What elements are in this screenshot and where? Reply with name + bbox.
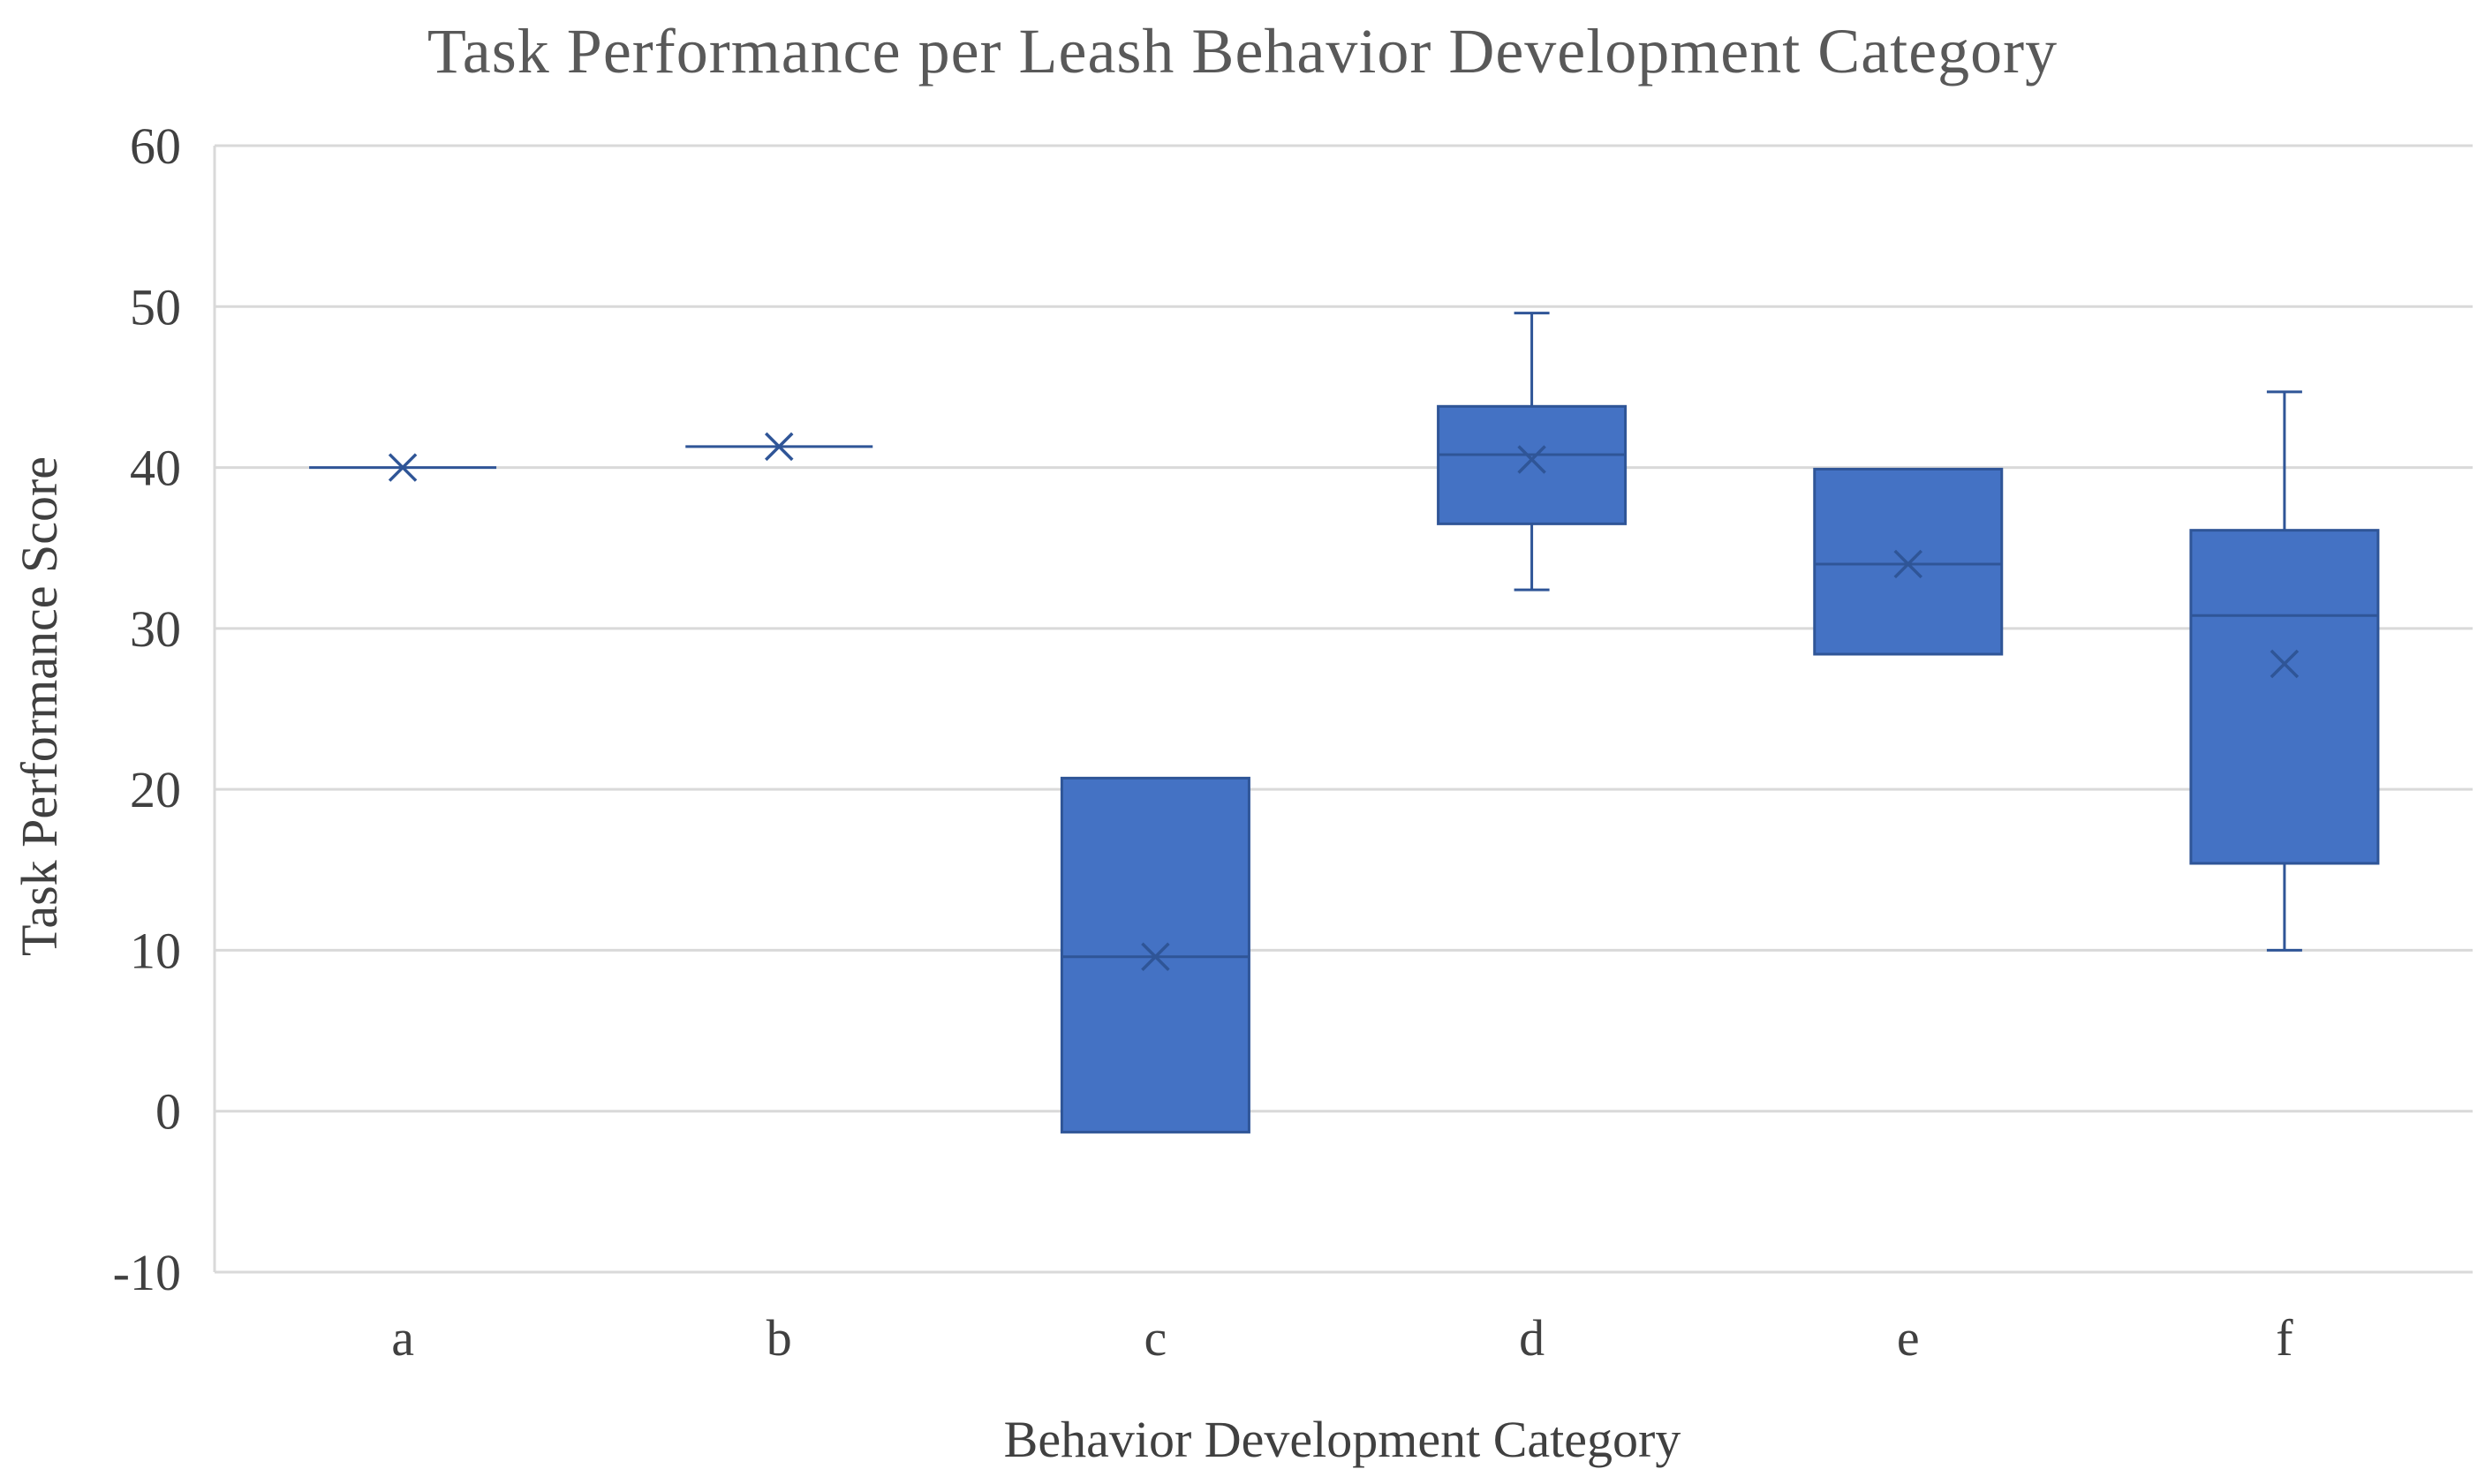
x-tick-label: f [2276, 1309, 2293, 1367]
y-tick-label: 0 [155, 1083, 181, 1141]
y-axis-ticks: -10 0 10 20 30 40 50 60 [113, 117, 181, 1301]
box-iqr [1813, 467, 2004, 656]
chart-title: Task Performance per Leash Behavior Deve… [427, 16, 2058, 87]
x-tick-label: a [391, 1309, 414, 1367]
y-axis-label: Task Performance Score [11, 456, 68, 956]
mean-marker [1141, 942, 1170, 971]
y-tick-label: 60 [130, 117, 181, 175]
mean-marker [1893, 549, 1922, 579]
box-iqr [1437, 404, 1628, 525]
box-iqr [2189, 529, 2380, 865]
x-axis-label: Behavior Development Category [1004, 1411, 1681, 1468]
y-tick-label: 50 [130, 278, 181, 335]
y-tick-label: 30 [130, 600, 181, 658]
mean-marker [1517, 445, 1546, 474]
x-tick-label: c [1144, 1309, 1167, 1367]
box-group-e [1813, 467, 2004, 656]
box-group-d [1437, 312, 1628, 591]
y-tick-label: 20 [130, 761, 181, 818]
gridlines [213, 144, 2473, 1274]
box-group-b [685, 432, 873, 462]
y-tick-label: -10 [113, 1244, 181, 1301]
box-group-c [1060, 776, 1250, 1134]
mean-marker [388, 453, 418, 482]
x-tick-label: e [1897, 1309, 1920, 1367]
box-group-a [309, 453, 497, 482]
y-tick-label: 10 [130, 922, 181, 979]
y-tick-label: 40 [130, 440, 181, 497]
box-series [309, 312, 2380, 1134]
mean-marker [2270, 649, 2300, 679]
mean-marker [765, 432, 794, 462]
x-tick-label: d [1519, 1309, 1545, 1367]
box-group-f [2189, 390, 2380, 952]
x-tick-label: b [767, 1309, 792, 1367]
x-axis-ticks: a b c d e f [391, 1309, 2293, 1367]
